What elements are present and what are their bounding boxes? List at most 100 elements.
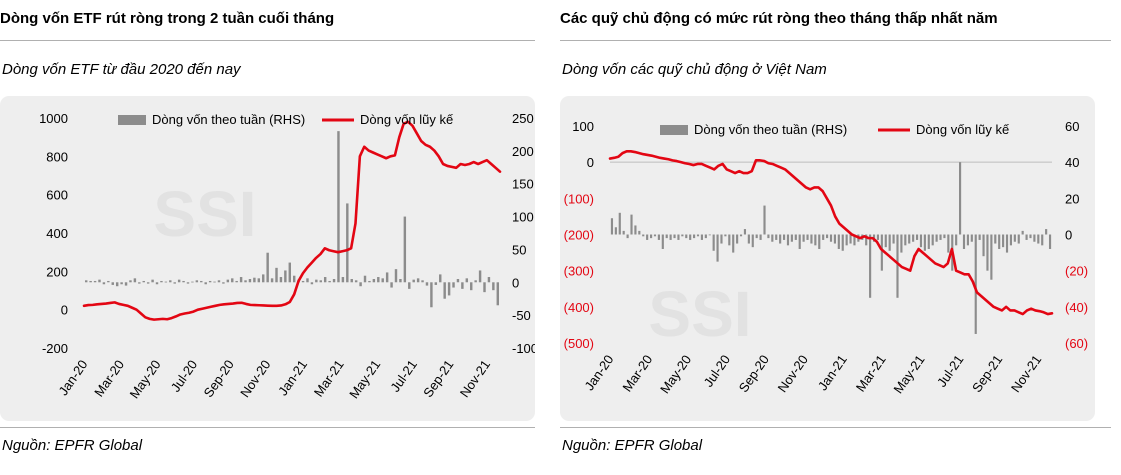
- weekly-flow-bar: [200, 280, 203, 283]
- weekly-flow-bar: [618, 212, 621, 235]
- weekly-flow-bar: [124, 282, 128, 286]
- weekly-flow-bar: [700, 234, 703, 240]
- weekly-flow-bar: [771, 234, 774, 242]
- left-axis-tick-label: (500): [564, 336, 594, 351]
- weekly-flow-bar: [931, 234, 934, 246]
- weekly-flow-bar: [377, 277, 380, 283]
- right-source-note: Nguồn: EPFR Global: [562, 437, 703, 454]
- right-axis-tick-label: 20: [1065, 191, 1079, 206]
- x-axis-tick-label: Mar-20: [619, 352, 655, 394]
- weekly-flow-bar: [646, 234, 649, 240]
- weekly-flow-bar: [724, 234, 727, 237]
- weekly-flow-bar: [173, 282, 176, 284]
- weekly-flow-bar: [779, 234, 782, 244]
- weekly-flow-bar: [133, 278, 137, 283]
- weekly-flow-bar: [935, 234, 938, 242]
- weekly-flow-bar: [673, 234, 676, 239]
- legend-bar-swatch: [660, 125, 688, 135]
- weekly-flow-bar: [310, 282, 314, 285]
- x-axis-tick-label: Nov-20: [237, 357, 273, 400]
- weekly-flow-bar: [363, 275, 367, 283]
- weekly-flow-bar: [443, 282, 446, 299]
- x-axis-tick-label: Mar-21: [311, 357, 347, 399]
- weekly-flow-bar: [470, 282, 473, 291]
- x-axis-tick-label: Jan-20: [581, 352, 616, 393]
- x-axis-tick-label: Jul-20: [701, 352, 734, 390]
- weekly-flow-bar: [767, 234, 770, 239]
- weekly-flow-bar: [213, 281, 216, 283]
- weekly-flow-bar: [986, 234, 989, 271]
- weekly-flow-bar: [728, 234, 731, 246]
- weekly-flow-bar: [614, 227, 617, 235]
- weekly-flow-bar: [904, 234, 907, 246]
- weekly-flow-bar: [107, 280, 110, 283]
- right-axis-tick-label: -50: [512, 308, 531, 323]
- weekly-flow-bar: [244, 280, 247, 283]
- weekly-flow-bar: [669, 234, 672, 240]
- right-axis-tick-label: (20): [1065, 264, 1088, 279]
- weekly-flow-bar: [642, 234, 645, 237]
- etf-flow-chart: SSI 1000 800 600 400 200 0 -200 250 200 150 100 50 0 -…: [39, 111, 535, 401]
- weekly-flow-bar: [915, 234, 919, 240]
- weekly-flow-bar: [763, 205, 766, 235]
- right-top-divider: [560, 40, 1111, 41]
- weekly-flow-bar: [403, 216, 407, 283]
- legend-bar-swatch: [118, 115, 146, 125]
- weekly-flow-bar: [693, 234, 696, 239]
- weekly-flow-bar: [794, 234, 797, 240]
- weekly-flow-bar: [235, 280, 238, 283]
- weekly-flow-bar: [974, 234, 977, 334]
- cumulative-flow-line: [82, 120, 502, 321]
- weekly-flow-bar: [496, 282, 499, 306]
- weekly-flow-bar: [1045, 229, 1048, 235]
- right-axis-tick-label: 150: [512, 177, 534, 192]
- weekly-flow-bar: [966, 234, 969, 246]
- x-axis-tick-label: Sep-21: [420, 357, 456, 400]
- weekly-flow-bar: [732, 234, 735, 253]
- weekly-flow-bar: [927, 234, 930, 249]
- legend-bar-label: Dòng vốn theo tuần (RHS): [152, 112, 305, 127]
- weekly-flow-bar: [253, 277, 256, 283]
- weekly-flow-bar: [630, 214, 633, 235]
- left-axis-tick-label: 1000: [39, 111, 68, 126]
- left-axis-tick-label: 0: [61, 303, 68, 318]
- left-axis-tick-label: -200: [42, 341, 68, 356]
- weekly-flow-bar: [120, 282, 123, 285]
- weekly-flow-bar: [89, 280, 92, 283]
- weekly-flow-bar: [169, 280, 172, 283]
- weekly-flow-bar: [483, 282, 486, 293]
- weekly-flow-bar: [257, 278, 261, 283]
- weekly-flow-bar: [222, 282, 225, 284]
- weekly-flow-bar: [822, 234, 825, 240]
- weekly-flow-bar: [1029, 234, 1032, 239]
- weekly-flow-bar: [638, 230, 641, 235]
- weekly-flow-bar: [704, 234, 707, 239]
- weekly-flow-bar: [845, 234, 848, 246]
- weekly-flow-bar: [160, 280, 163, 283]
- weekly-flow-bar: [1048, 234, 1052, 249]
- watermark-logo: SSI: [648, 278, 751, 350]
- left-chart-subtitle: Dòng vốn ETF từ đầu 2020 đến nay: [2, 61, 241, 78]
- weekly-flow-bar: [359, 282, 362, 287]
- left-axis-tick-label: 400: [46, 226, 68, 241]
- weekly-flow-bar: [217, 280, 221, 283]
- right-axis-tick-label: 0: [512, 275, 519, 290]
- right-axis-tick-label: 50: [512, 242, 526, 257]
- weekly-flow-bar: [425, 282, 429, 286]
- weekly-flow-bar: [279, 277, 283, 283]
- weekly-flow-bar: [849, 234, 852, 244]
- x-axis-tick-label: May-21: [346, 357, 383, 401]
- right-axis-tick-label: (60): [1065, 336, 1088, 351]
- weekly-flow-bar: [129, 280, 132, 283]
- left-axis-tick-label: (300): [564, 264, 594, 279]
- weekly-flow-bar: [810, 234, 813, 244]
- right-chart-background: [560, 96, 1095, 421]
- right-axis-tick-label: 60: [1065, 119, 1079, 134]
- x-axis-tick-label: Mar-21: [853, 352, 889, 394]
- weekly-flow-bar: [943, 234, 946, 239]
- weekly-flow-bar: [650, 234, 653, 239]
- left-panel: Dòng vốn ETF rút ròng trong 2 tuần cuối …: [0, 0, 545, 475]
- weekly-flow-bar: [1002, 234, 1005, 248]
- weekly-flow-bar: [978, 234, 981, 240]
- weekly-flow-bar: [93, 280, 97, 283]
